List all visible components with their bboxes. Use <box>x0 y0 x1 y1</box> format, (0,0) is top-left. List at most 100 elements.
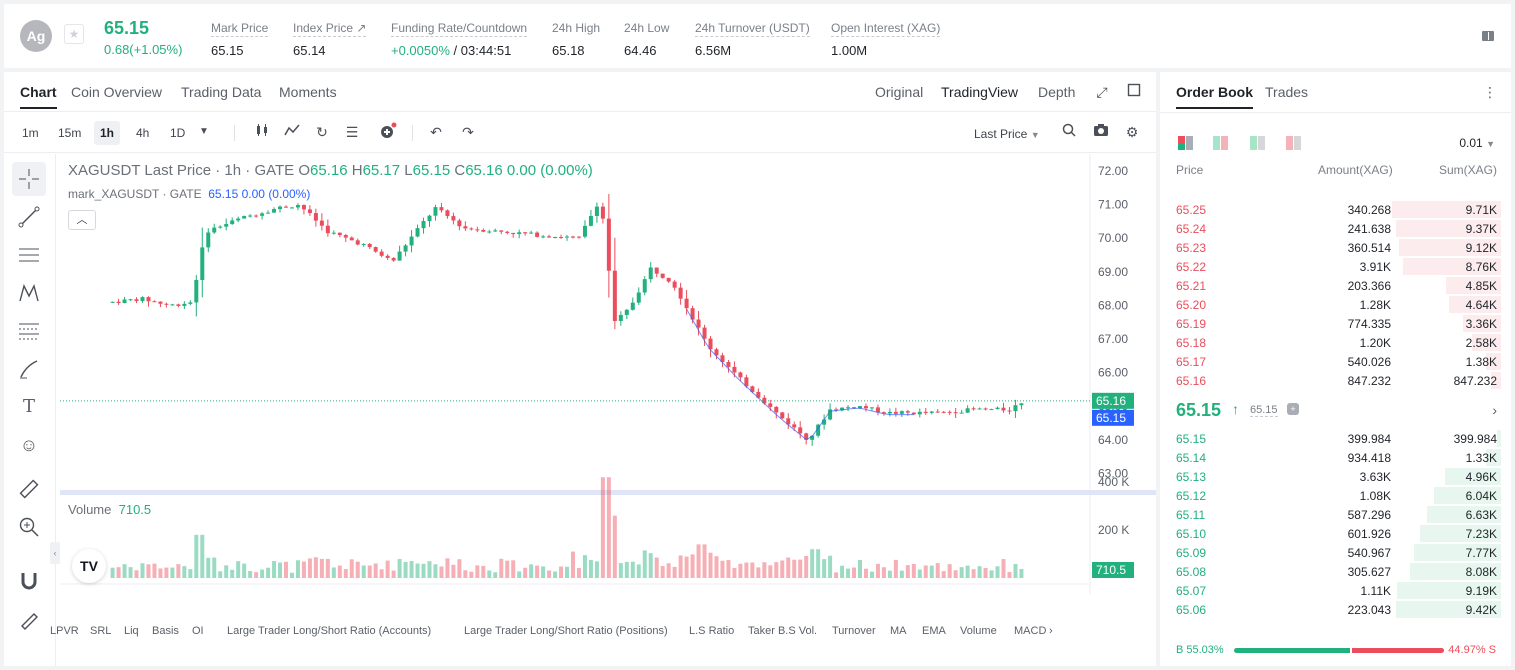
trend-line-icon[interactable] <box>12 200 46 234</box>
indicator-item[interactable]: L.S Ratio <box>689 625 735 637</box>
undo-icon[interactable]: ↶ <box>430 124 442 140</box>
bid-amount: 305.627 <box>1347 565 1391 579</box>
chevron-right-icon[interactable]: › <box>1049 625 1053 637</box>
window-icon[interactable] <box>1124 82 1144 102</box>
volume-bar <box>421 563 426 578</box>
ask-row[interactable]: 65.17 540.026 1.38K <box>1160 352 1511 371</box>
brush-icon[interactable] <box>12 352 46 386</box>
view-original[interactable]: Original <box>875 84 924 100</box>
horizontal-lines-icon[interactable] <box>12 238 46 272</box>
tab-moments[interactable]: Moments <box>279 84 337 100</box>
volume-bar <box>565 566 570 578</box>
tab-trades[interactable]: Trades <box>1265 84 1309 100</box>
precision-select[interactable]: 0.01 ▼ <box>1459 136 1495 150</box>
price-chart[interactable]: 72.0071.0070.0069.0068.0067.0066.0065.00… <box>60 154 1156 594</box>
ask-row[interactable]: 65.24 241.638 9.37K <box>1160 219 1511 238</box>
bids-only-icon[interactable] <box>1250 136 1266 150</box>
expand-icon[interactable]: ⤢ <box>1096 84 1108 100</box>
bid-row[interactable]: 65.12 1.08K 6.04K <box>1160 486 1511 505</box>
tab-chart[interactable]: Chart <box>20 84 57 109</box>
ask-row[interactable]: 65.23 360.514 9.12K <box>1160 238 1511 257</box>
bid-row[interactable]: 65.13 3.63K 4.96K <box>1160 467 1511 486</box>
emoji-icon[interactable]: ☺ <box>19 435 39 455</box>
gear-icon[interactable]: ⚙ <box>1125 124 1139 140</box>
ask-row[interactable]: 65.25 340.268 9.71K <box>1160 200 1511 219</box>
draw-lock-icon[interactable] <box>12 602 46 636</box>
asks-only-icon[interactable] <box>1286 136 1302 150</box>
ask-row[interactable]: 65.16 847.232 847.232 <box>1160 371 1511 390</box>
refresh-icon[interactable]: ↻ <box>316 124 328 140</box>
chevron-left-icon[interactable]: ‹ <box>50 542 60 564</box>
indicator-item[interactable]: OI <box>192 625 204 637</box>
ask-row[interactable]: 65.20 1.28K 4.64K <box>1160 295 1511 314</box>
stat-index-price[interactable]: Index Price ↗ 65.14 <box>293 19 367 58</box>
tradingview-logo[interactable]: TV <box>72 549 106 583</box>
indicators-icon[interactable] <box>282 122 302 142</box>
bid-row[interactable]: 65.14 934.418 1.33K <box>1160 448 1511 467</box>
ask-row[interactable]: 65.22 3.91K 8.76K <box>1160 257 1511 276</box>
bid-row[interactable]: 65.08 305.627 8.08K <box>1160 562 1511 581</box>
indicator-item[interactable]: SRL <box>90 625 112 637</box>
camera-icon[interactable] <box>1091 122 1111 142</box>
price-change: 0.68(+1.05%) <box>104 42 183 57</box>
depth-bar <box>1410 563 1501 580</box>
redo-icon[interactable]: ↷ <box>462 124 474 140</box>
chart-panel: Chart Coin Overview Trading Data Moments… <box>4 72 1156 666</box>
indicator-item[interactable]: Volume <box>960 625 997 637</box>
bid-row[interactable]: 65.07 1.11K 9.19K <box>1160 581 1511 600</box>
indicator-item[interactable]: Taker B.S Vol. <box>748 625 818 637</box>
volume-bar <box>493 572 498 578</box>
text-icon[interactable]: T <box>22 396 35 417</box>
chevron-right-icon[interactable]: › <box>1492 402 1497 418</box>
ask-row[interactable]: 65.18 1.20K 2.58K <box>1160 333 1511 352</box>
bid-row[interactable]: 65.10 601.926 7.23K <box>1160 524 1511 543</box>
timeframe-4h[interactable]: 4h <box>136 126 150 140</box>
volume-bar <box>588 559 593 578</box>
tab-coin-overview[interactable]: Coin Overview <box>71 84 163 100</box>
timeframe-15m[interactable]: 15m <box>58 126 82 140</box>
indicator-item[interactable]: Large Trader Long/Short Ratio (Accounts) <box>227 625 432 637</box>
price-type-select[interactable]: Last Price ▼ <box>974 127 1040 141</box>
zoom-in-icon[interactable] <box>12 510 46 544</box>
tab-trading-data[interactable]: Trading Data <box>181 84 262 100</box>
bid-row[interactable]: 65.06 223.043 9.42K <box>1160 600 1511 619</box>
candles-icon[interactable] <box>252 122 272 142</box>
indicator-item[interactable]: EMA <box>922 625 946 637</box>
tab-order-book[interactable]: Order Book <box>1176 84 1254 109</box>
ruler-icon[interactable] <box>12 472 46 506</box>
indicator-item[interactable]: Turnover <box>832 625 876 637</box>
volume-bar <box>218 571 223 578</box>
timeframe-1h[interactable]: 1h <box>94 121 121 145</box>
templates-icon[interactable]: ☰ <box>345 124 359 140</box>
volume-bar <box>726 560 731 578</box>
indicator-item[interactable]: LPVR <box>50 625 79 637</box>
indicator-item[interactable]: Liq <box>124 625 139 637</box>
indicator-item[interactable]: Large Trader Long/Short Ratio (Positions… <box>464 625 668 637</box>
both-sides-icon[interactable] <box>1178 136 1194 150</box>
search-icon[interactable] <box>1059 122 1079 142</box>
magnet-icon[interactable] <box>12 564 46 598</box>
collapse-legend-button[interactable]: ︿ <box>68 210 96 230</box>
chevron-down-icon[interactable]: ▼ <box>199 126 209 137</box>
book-icon[interactable] <box>1481 29 1495 43</box>
indicator-item[interactable]: MA <box>890 625 907 637</box>
timeframe-1m[interactable]: 1m <box>22 126 39 140</box>
bid-row[interactable]: 65.09 540.967 7.77K <box>1160 543 1511 562</box>
pattern-icon[interactable] <box>12 276 46 310</box>
indicator-item[interactable]: MACD <box>1014 625 1047 637</box>
timeframe-1d[interactable]: 1D <box>170 126 186 140</box>
bid-row[interactable]: 65.11 587.296 6.63K <box>1160 505 1511 524</box>
indicator-item[interactable]: Basis <box>152 625 179 637</box>
crosshair-icon[interactable] <box>12 162 46 196</box>
ask-row[interactable]: 65.19 774.335 3.36K <box>1160 314 1511 333</box>
view-depth[interactable]: Depth <box>1038 84 1076 100</box>
divider <box>234 125 235 141</box>
asks-bids-icon[interactable] <box>1213 136 1229 150</box>
more-icon[interactable]: ⋮ <box>1483 84 1497 100</box>
add-alert-icon[interactable] <box>378 122 398 142</box>
bid-row[interactable]: 65.15 399.984 399.984 <box>1160 429 1511 448</box>
ask-row[interactable]: 65.21 203.366 4.85K <box>1160 276 1511 295</box>
favorite-star-icon[interactable]: ★ <box>64 24 84 44</box>
view-tradingview[interactable]: TradingView <box>941 84 1019 100</box>
fib-icon[interactable] <box>12 314 46 348</box>
